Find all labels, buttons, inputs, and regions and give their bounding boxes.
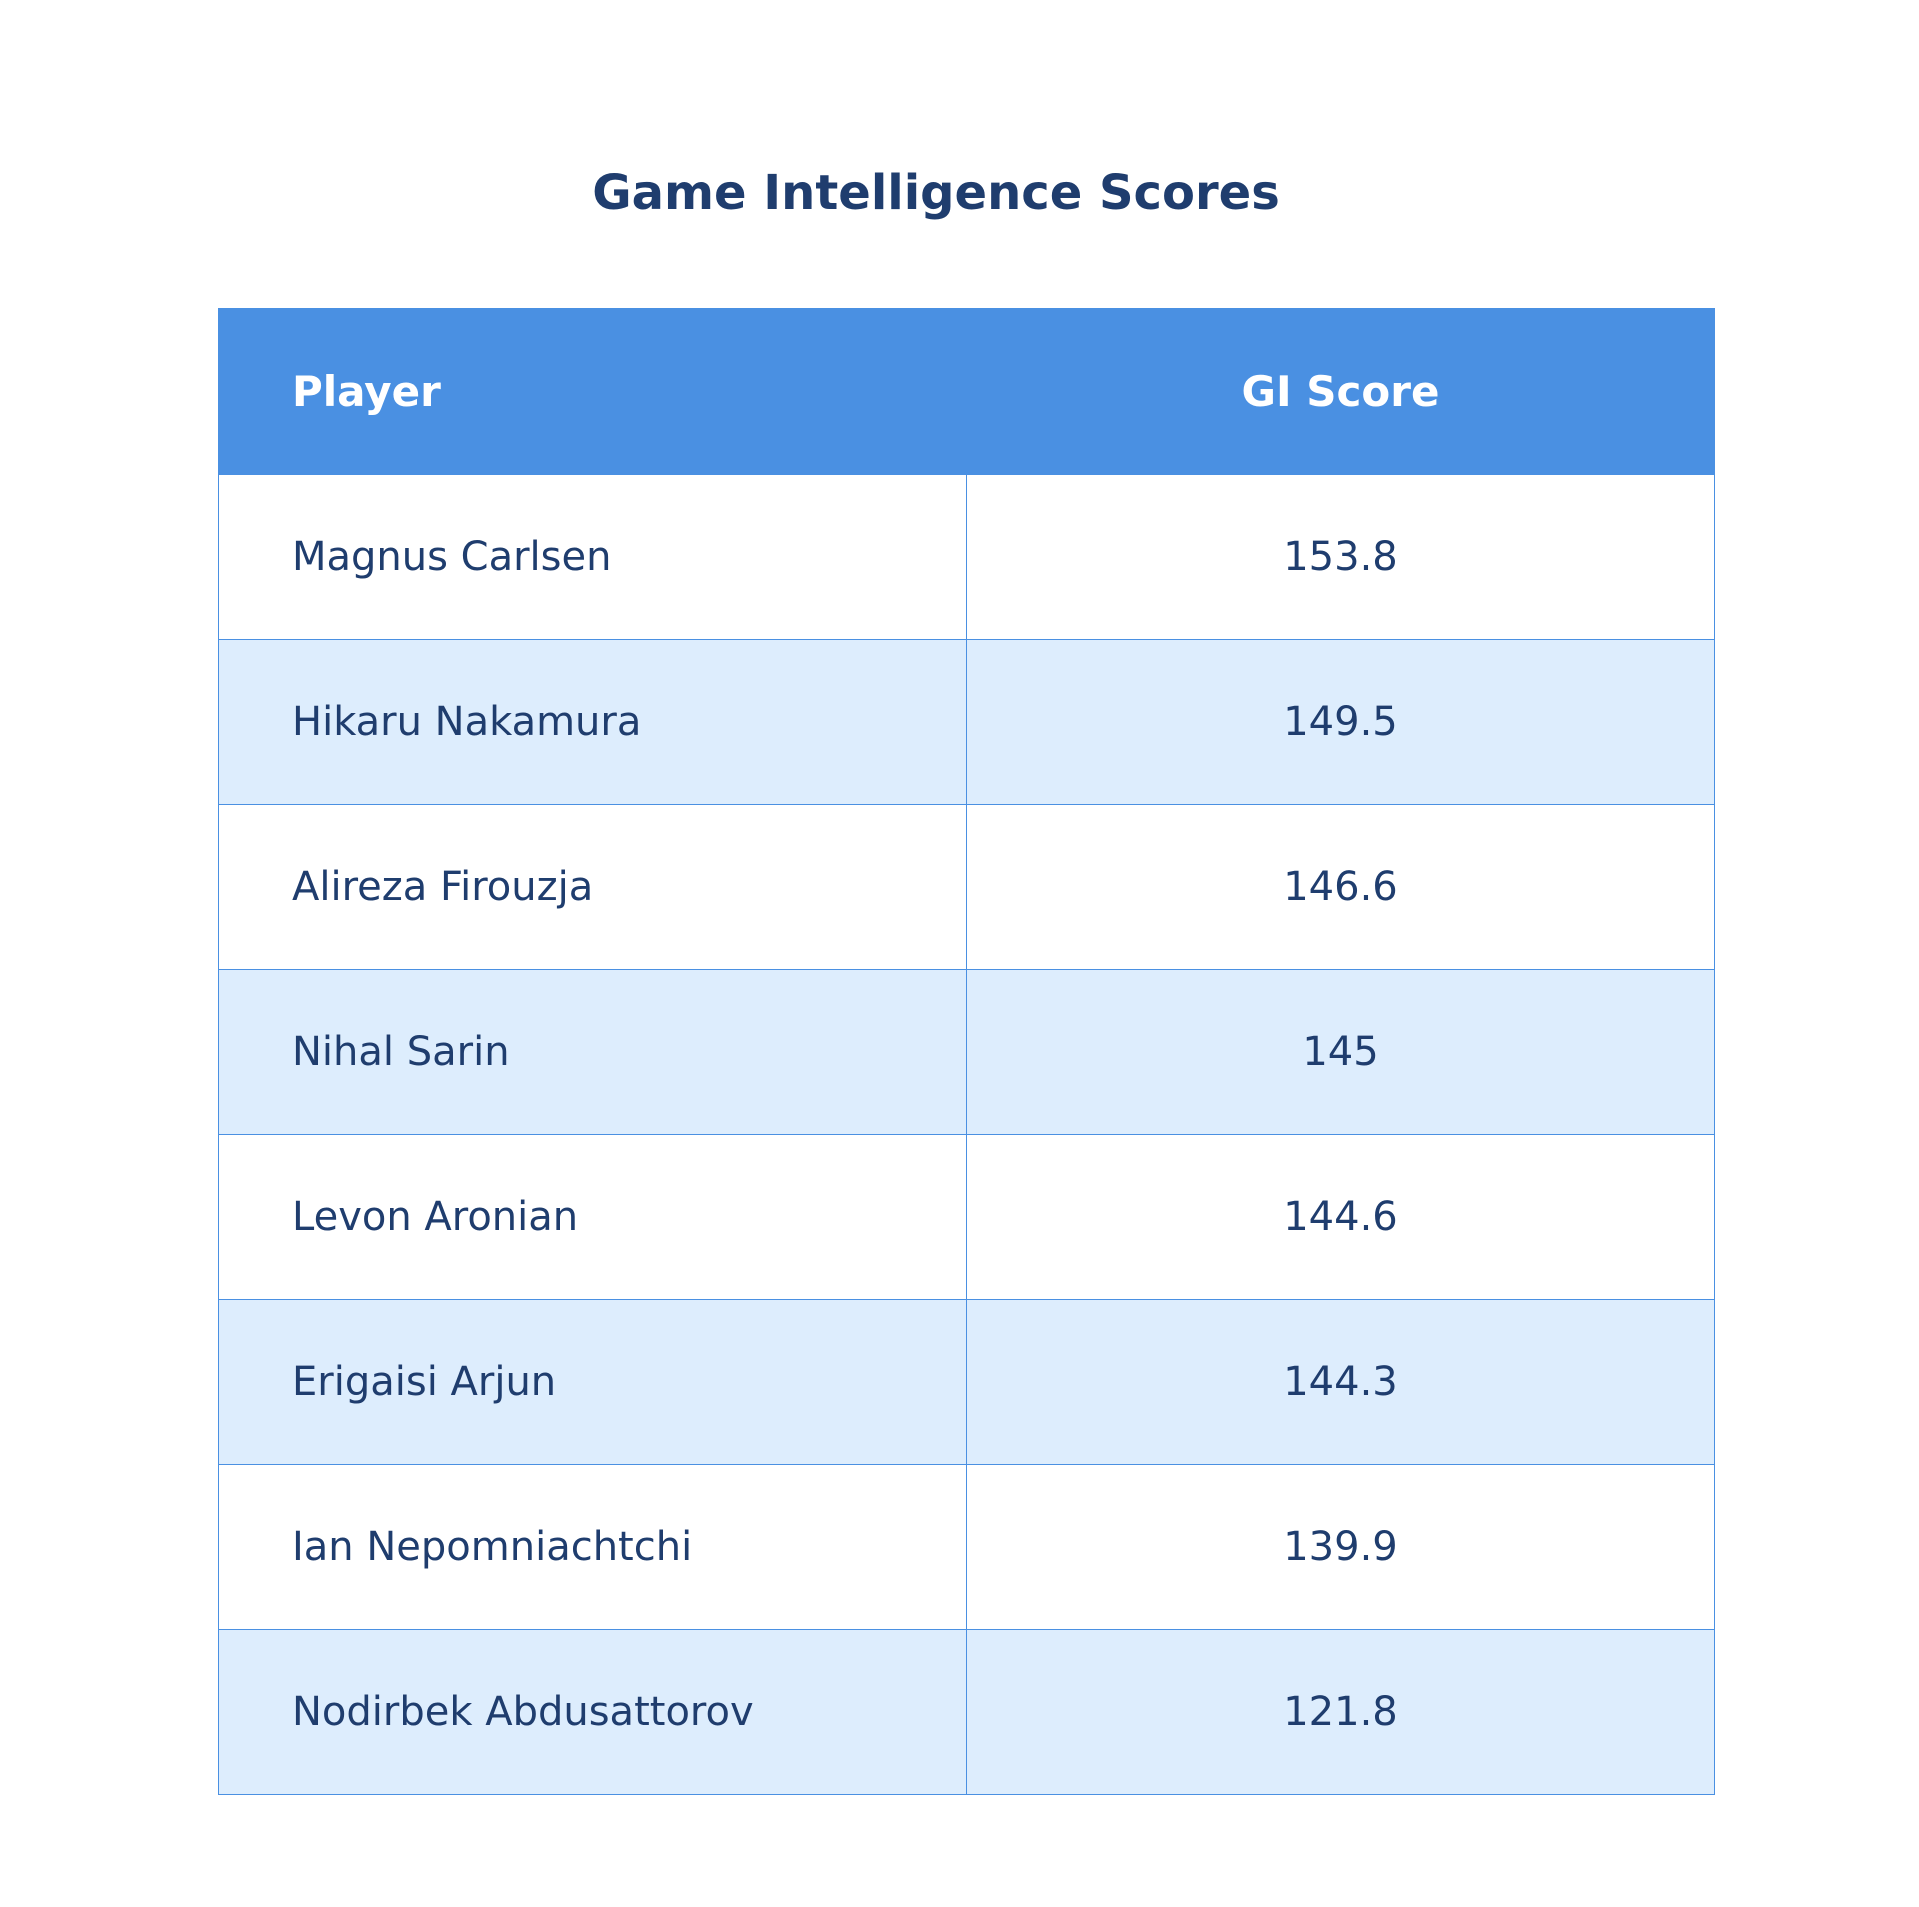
score-cell: 144.6 — [966, 1134, 1715, 1300]
table-row: Levon Aronian 144.6 — [218, 1134, 1715, 1300]
score-cell: 153.8 — [966, 474, 1715, 640]
score-cell: 146.6 — [966, 804, 1715, 970]
table-title: Game Intelligence Scores — [592, 165, 1280, 221]
table-row: Alireza Firouzja 146.6 — [218, 804, 1715, 970]
table-header-row: Player GI Score — [218, 308, 1715, 475]
score-cell: 145 — [966, 969, 1715, 1135]
table-row: Ian Nepomniachtchi 139.9 — [218, 1464, 1715, 1630]
player-cell: Magnus Carlsen — [218, 474, 967, 640]
player-cell: Nodirbek Abdusattorov — [218, 1629, 967, 1795]
player-cell: Erigaisi Arjun — [218, 1299, 967, 1465]
score-cell: 139.9 — [966, 1464, 1715, 1630]
player-cell: Ian Nepomniachtchi — [218, 1464, 967, 1630]
table-row: Magnus Carlsen 153.8 — [218, 474, 1715, 640]
scores-table: Player GI Score Magnus Carlsen 153.8 Hik… — [218, 308, 1715, 1795]
player-cell: Levon Aronian — [218, 1134, 967, 1300]
score-cell: 149.5 — [966, 639, 1715, 805]
table-row: Nodirbek Abdusattorov 121.8 — [218, 1629, 1715, 1795]
score-cell: 144.3 — [966, 1299, 1715, 1465]
player-cell: Alireza Firouzja — [218, 804, 967, 970]
column-header-gi-score: GI Score — [966, 308, 1715, 475]
player-cell: Hikaru Nakamura — [218, 639, 967, 805]
table-row: Erigaisi Arjun 144.3 — [218, 1299, 1715, 1465]
column-header-player: Player — [218, 308, 967, 475]
score-cell: 121.8 — [966, 1629, 1715, 1795]
table-row: Hikaru Nakamura 149.5 — [218, 639, 1715, 805]
player-cell: Nihal Sarin — [218, 969, 967, 1135]
table-row: Nihal Sarin 145 — [218, 969, 1715, 1135]
